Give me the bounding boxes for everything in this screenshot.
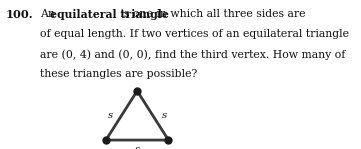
Text: equilateral triangle: equilateral triangle [50,9,169,20]
Text: s: s [135,145,140,149]
Text: An: An [40,9,58,19]
Text: are (0, 4) and (0, 0), find the third vertex. How many of: are (0, 4) and (0, 0), find the third ve… [40,49,345,60]
Text: 100.: 100. [5,9,33,20]
Text: these triangles are possible?: these triangles are possible? [40,69,197,79]
Text: s: s [162,111,167,120]
Text: s: s [108,111,113,120]
Text: is one in which all three sides are: is one in which all three sides are [117,9,305,19]
Text: of equal length. If two vertices of an equilateral triangle: of equal length. If two vertices of an e… [40,29,349,39]
